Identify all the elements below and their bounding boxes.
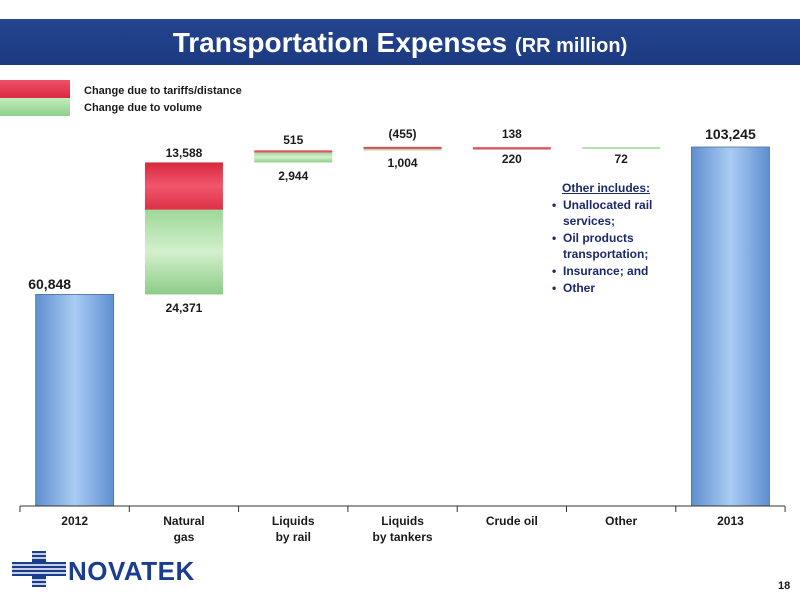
bar-natural_gas-volume	[144, 209, 223, 295]
label-2012: 60,848	[28, 276, 71, 292]
bar-crude-tariff	[472, 147, 551, 150]
label-crude-tariff: 138	[502, 127, 522, 141]
title-main: Transportation Expenses	[172, 27, 508, 58]
note-item: Oil products transportation;	[552, 230, 682, 262]
x-tick-label: 2013	[717, 514, 744, 528]
x-tick-label: Crude oil	[486, 514, 538, 528]
bar-natural_gas-tariff	[144, 162, 223, 210]
legend-label-volume: Change due to volume	[84, 102, 202, 114]
bar-rail-volume	[254, 152, 333, 163]
label-rail-volume: 2,944	[278, 169, 308, 183]
novatek-logo-icon	[12, 551, 66, 587]
title-bar: Transportation Expenses (RR million)	[0, 19, 800, 65]
label-tankers-volume: 1,004	[388, 156, 418, 170]
note-item: Other	[552, 280, 682, 296]
x-tick-label: Liquids by rail	[272, 514, 315, 544]
note-item: Unallocated rail services;	[552, 197, 682, 229]
page-title: Transportation Expenses (RR million)	[0, 27, 800, 59]
bar-tankers-tariff	[363, 146, 442, 149]
note-list: Unallocated rail services; Oil products …	[552, 197, 682, 296]
x-tick-label: Liquids by tankers	[373, 514, 433, 544]
legend-swatch-volume	[0, 98, 70, 116]
bar-rail-tariff	[254, 150, 333, 153]
note-heading: Other includes:	[562, 181, 651, 195]
title-units: (RR million)	[515, 35, 628, 57]
x-tick-label: Other	[605, 514, 637, 528]
x-tick-label: Natural gas	[163, 514, 204, 544]
label-2013: 103,245	[705, 126, 756, 142]
other-note: Other includes: Unallocated rail service…	[552, 180, 682, 296]
bar-2012	[35, 294, 115, 507]
logo-text: NOVATEK	[68, 556, 195, 586]
bar-other-volume	[582, 147, 661, 149]
label-natural-gas-tariff: 13,588	[166, 146, 203, 160]
legend-label-tariff: Change due to tariffs/distance	[84, 85, 242, 97]
label-natural-gas-volume: 24,371	[166, 301, 203, 315]
label-crude-volume: 220	[502, 152, 522, 166]
legend-swatch-tariff	[0, 80, 70, 98]
label-other-volume: 72	[614, 152, 628, 166]
label-rail-tariff: 515	[283, 133, 303, 147]
note-item: Insurance; and	[552, 263, 682, 279]
legend-swatches	[0, 80, 70, 116]
label-tankers-tariff: (455)	[389, 127, 417, 141]
page-number: 18	[778, 580, 791, 592]
bar-2013	[691, 146, 770, 507]
x-tick-label: 2012	[61, 514, 88, 528]
